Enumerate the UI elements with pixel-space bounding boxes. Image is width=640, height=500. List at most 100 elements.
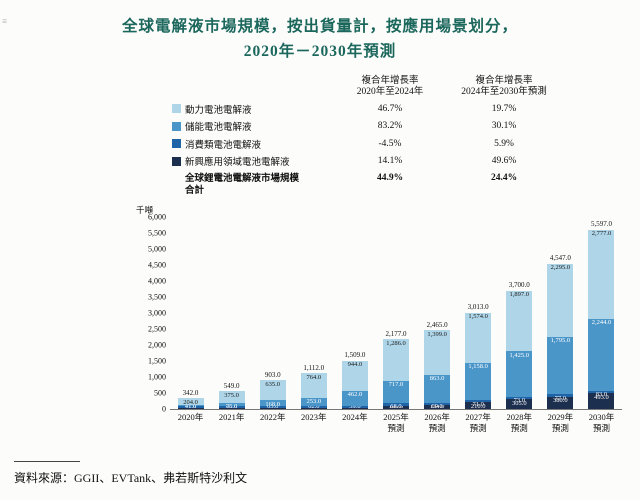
bar-segment xyxy=(341,407,368,409)
segment-value-label: 68.0 xyxy=(390,403,402,410)
legend-row: 動力電池電解液 46.7% 19.7% xyxy=(172,102,564,116)
bar-segment xyxy=(341,390,368,406)
bar-segment xyxy=(300,397,327,406)
bar-segment xyxy=(218,408,245,409)
legend-swatch xyxy=(172,156,181,166)
y-tick-label: 4,500 xyxy=(148,260,166,270)
segment-value-label: 2,295.0 xyxy=(550,264,571,271)
segment-value-label: 2,777.0 xyxy=(591,230,612,238)
segment-value-label: 944.0 xyxy=(347,361,363,369)
segment-value-label: 77.0 xyxy=(554,394,567,402)
y-axis-unit-label: 千噸 xyxy=(136,205,154,215)
segment-value-label: 204.0 xyxy=(183,398,198,406)
segment-value-label: 1,399.0 xyxy=(427,330,447,338)
bar-segment xyxy=(547,336,574,395)
bar-total-label: 4,547.0 xyxy=(549,254,571,262)
legend-swatch xyxy=(172,121,181,131)
bar-segment xyxy=(259,400,286,406)
segment-value-label: 375.0 xyxy=(224,391,239,399)
total-cagr-2024-2030: 24.4% xyxy=(490,173,518,183)
bar-segment xyxy=(218,405,245,409)
segment-value-label: 305.0 xyxy=(511,399,527,407)
segment-value-label: 71.0 xyxy=(184,403,197,410)
bar-segment xyxy=(382,403,409,406)
cagr-rows: 動力電池電解液 46.7% 19.7% 儲能電池電解液 83.2% 30.1% 消費類電池電… xyxy=(172,102,564,168)
cagr-table-header: 複合年增長率 2020年至2024年 複合年增長率 2024年至2030年預測 xyxy=(172,76,564,98)
x-tick-label: 2027年 預測 xyxy=(465,412,491,433)
segment-value-label: 493.0 xyxy=(594,393,609,401)
bar-total-label: 903.0 xyxy=(264,370,281,379)
bar-segment xyxy=(547,396,574,409)
bar-segment xyxy=(465,312,492,363)
segment-value-label: 1,158.0 xyxy=(468,363,488,371)
chart-title-line1: 全球電解液市場規模，按出貨量計，按應用場景划分， xyxy=(121,18,518,35)
segment-value-label: 2,244.0 xyxy=(591,319,612,327)
cagr-table: 複合年增長率 2020年至2024年 複合年增長率 2024年至2030年預測 … xyxy=(172,76,564,197)
bar-segment xyxy=(506,399,533,409)
bar-segment xyxy=(547,394,574,397)
segment-value-label: 65.0 xyxy=(267,403,279,410)
total-row: 全球鋰電池電解液市場規模 合計 44.9% 24.4% xyxy=(172,173,564,197)
bar-segment xyxy=(218,391,245,404)
bar-segment xyxy=(424,402,451,405)
segment-value-label: 69.0 xyxy=(431,403,443,410)
cagr-2024-2030-value: 49.6% xyxy=(491,156,517,166)
bar-segment xyxy=(177,408,204,409)
segment-value-label: 210.0 xyxy=(470,402,486,410)
bar-segment xyxy=(177,405,204,409)
bar-segment xyxy=(588,318,615,391)
cagr-2020-2024-value: 14.1% xyxy=(377,156,403,166)
bar-total-label: 342.0 xyxy=(182,388,199,397)
x-tick-label: 2028年 預測 xyxy=(506,412,533,433)
cagr-2020-2024-value: 83.2% xyxy=(377,121,403,131)
bar-segment xyxy=(547,263,574,337)
y-tick-label: 3,000 xyxy=(148,308,166,318)
corner-mark: ≡ xyxy=(2,16,8,26)
cagr-2020-2024-value: 46.7% xyxy=(377,103,403,114)
total-cagr-2020-2024: 44.9% xyxy=(376,173,404,183)
segment-value-label: 73.0 xyxy=(513,397,525,405)
bar-segment xyxy=(300,405,327,408)
x-tick-label: 2021年 xyxy=(218,412,245,422)
bar-segment xyxy=(506,290,533,352)
segment-value-label: 75.0 xyxy=(225,403,238,410)
bar-total-label: 549.0 xyxy=(223,381,240,390)
total-row-label: 全球鋰電池電解液市場規模 合計 xyxy=(185,174,300,196)
source-divider xyxy=(14,461,80,462)
bar-segment xyxy=(259,405,286,408)
y-tick-label: 0 xyxy=(162,404,166,414)
cagr-2024-2030-value: 19.7% xyxy=(491,103,517,114)
x-tick-label: 2022年 xyxy=(259,412,286,422)
segment-value-label: 380.0 xyxy=(553,397,568,405)
segment-value-label: 1,795.0 xyxy=(550,337,571,345)
bar-segment xyxy=(382,339,409,381)
segment-value-label: 59.0 xyxy=(349,403,361,410)
bar-segment xyxy=(177,404,204,406)
bar-segment xyxy=(465,400,492,403)
bar-segment xyxy=(424,330,451,375)
legend-swatch xyxy=(172,139,181,148)
bar-segment xyxy=(424,404,451,409)
bar-segment xyxy=(177,398,204,405)
bar-column: 106.0 68.0 717.0 1,286.0 2,177.0 xyxy=(375,217,416,410)
bar-total-label: 1,509.0 xyxy=(344,351,366,360)
segment-value-label: 253.0 xyxy=(306,398,322,406)
bar-segment xyxy=(259,380,286,401)
bar-segment xyxy=(382,380,409,404)
segment-value-label: 717.0 xyxy=(388,381,404,388)
segment-value-label: 764.0 xyxy=(306,373,322,381)
x-tick-label: 2025年 預測 xyxy=(383,412,409,433)
segment-value-label: 863.0 xyxy=(429,375,445,383)
bar-column: 380.0 77.0 1,795.0 2,295.0 4,547.0 xyxy=(540,217,581,409)
y-tick-label: 1,500 xyxy=(148,356,166,366)
segment-value-label: 1,897.0 xyxy=(509,291,530,299)
bar-segment xyxy=(382,405,409,409)
bar-segment xyxy=(506,351,533,397)
y-tick-label: 6,000 xyxy=(148,212,166,222)
bar-segment xyxy=(588,390,615,394)
bar-column: 493.0 83.0 2,244.0 2,777.0 5,597.0 xyxy=(581,217,622,409)
